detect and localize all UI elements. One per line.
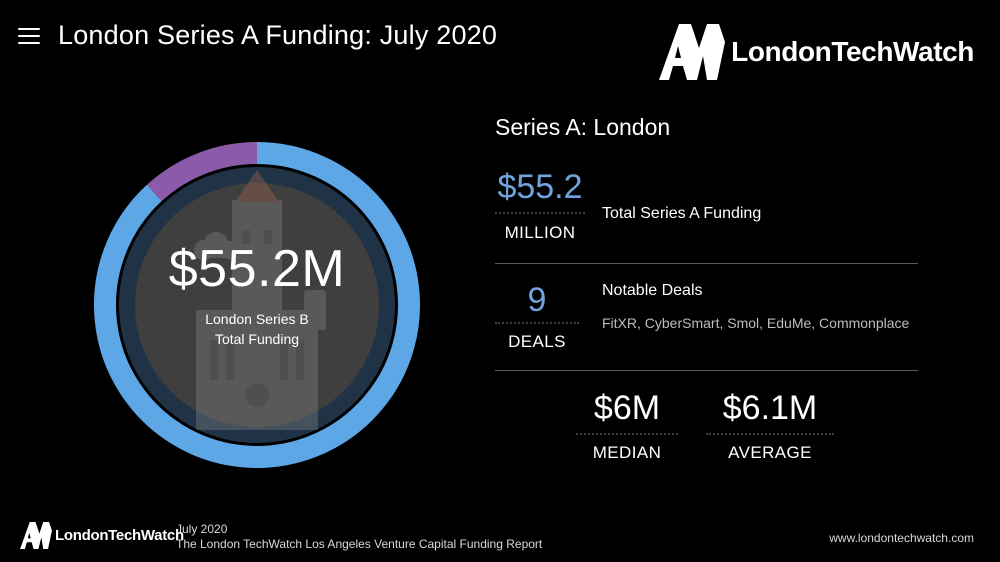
- footer-aw-logo-icon: [20, 522, 52, 549]
- footer-report-info: July 2020 The London TechWatch Los Angel…: [176, 522, 542, 552]
- header: London Series A Funding: July 2020: [18, 20, 497, 51]
- section-divider-1: [495, 263, 918, 264]
- funding-donut-chart: $55.2M London Series B Total Funding: [92, 140, 422, 470]
- footer-brand-name: LondonTechWatch: [55, 527, 184, 544]
- median-value: $6M: [593, 389, 661, 427]
- footer-date: July 2020: [176, 522, 228, 536]
- panel-title: Series A: London: [495, 114, 671, 140]
- brand-name: LondonTechWatch: [731, 36, 974, 67]
- footer-logo[interactable]: LondonTechWatch: [20, 522, 184, 549]
- donut-hole: [135, 183, 379, 427]
- donut-center-label: $55.2M London Series B Total Funding: [92, 140, 422, 470]
- deals-count: 9: [527, 281, 547, 319]
- footer-url-link[interactable]: www.londontechwatch.com: [829, 531, 974, 545]
- deals-list: FitXR, CyberSmart, Smol, EduMe, Commonpl…: [602, 315, 910, 331]
- footer-report-title: The London TechWatch Los Angeles Venture…: [176, 537, 543, 551]
- city-hall-windows: [210, 230, 304, 407]
- total-divider: [495, 212, 585, 214]
- donut-segment-0: [94, 142, 420, 468]
- median-unit: MEDIAN: [592, 443, 662, 462]
- deals-divider: [495, 322, 579, 324]
- hamburger-menu-icon[interactable]: [18, 27, 40, 44]
- donut-svg: [94, 142, 420, 468]
- donut-caption-line1: London Series B: [205, 311, 309, 327]
- average-divider: [706, 433, 834, 435]
- median-divider: [576, 433, 678, 435]
- deals-description: Notable Deals: [602, 282, 703, 299]
- aw-logo-icon: [659, 24, 726, 80]
- donut-segment-1: [146, 142, 258, 202]
- total-funding-unit: MILLION: [504, 223, 576, 242]
- donut-caption-line2: Total Funding: [214, 331, 300, 347]
- donut-total-value: $55.2M: [168, 240, 346, 298]
- average-unit: AVERAGE: [728, 443, 812, 462]
- deals-unit: DEALS: [508, 332, 566, 351]
- page-title: London Series A Funding: July 2020: [58, 20, 498, 50]
- section-divider-2: [495, 370, 918, 371]
- average-value: $6.1M: [722, 389, 818, 427]
- total-funding-description: Total Series A Funding: [602, 205, 762, 222]
- total-funding-number: $55.2: [497, 168, 583, 206]
- brand-logo[interactable]: LondonTechWatch: [659, 24, 974, 80]
